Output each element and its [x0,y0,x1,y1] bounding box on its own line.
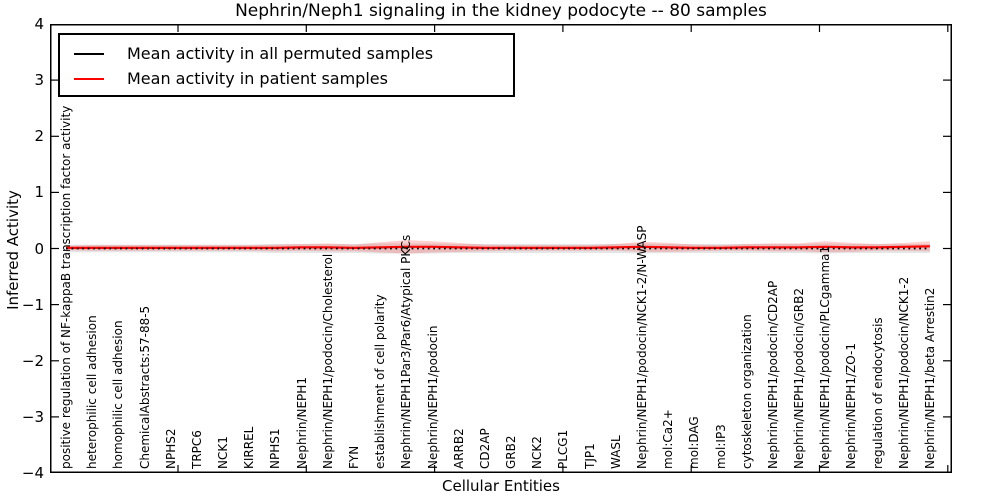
legend-entry-permuted: Mean activity in all permuted samples [60,42,513,66]
legend-label: Mean activity in patient samples [127,69,388,88]
legend-box: Mean activity in all permuted samples Me… [58,33,515,97]
x-tick-label: NPHS1 [268,428,283,470]
x-tick-label: regulation of endocytosis [870,317,885,469]
x-tick-label: Nephrin/NEPH1/podocin [425,325,440,469]
legend-line-sample-black [74,53,104,55]
plot-area [50,24,952,473]
y-tick-label: 0 [34,239,44,258]
x-tick-label: Nephrin/NEPH1/ZO-1 [844,343,859,469]
x-tick-label: mol:DAG [687,416,702,469]
axes-frame [50,24,952,473]
x-tick-label: ARRB2 [451,428,466,469]
x-tick-label: Nephrin/NEPH1/podocin/NCK1-2 [896,276,911,469]
x-tick-label: NPHS2 [163,428,178,470]
y-tick-label: −4 [21,464,44,482]
x-tick-label: Nephrin/NEPH1/beta Arrestin2 [922,287,937,469]
x-tick-label: Nephrin/NEPH1/podocin/PLCgamma1 [818,245,833,469]
x-tick-label: Nephrin/NEPH1/podocin/GRB2 [792,288,807,469]
legend-entry-patient: Mean activity in patient samples [60,67,513,91]
x-tick-label: Nephrin/NEPH1Par3/Par6/Atypical PKCs [399,234,414,469]
x-tick-label: ChemicalAbstracts:57-88-5 [137,305,152,469]
plot-canvas [50,24,952,473]
x-tick-label: TRPC6 [189,430,204,469]
y-tick-label: −1 [21,295,44,314]
x-tick-label: TJP1 [582,443,597,469]
x-tick-label: heterophilic cell adhesion [85,315,100,469]
x-tick-label: mol:IP3 [713,424,728,469]
y-tick-label: −2 [21,351,44,370]
x-tick-label: Nephrin/NEPH1/podocin/NCK1-2/N-WASP [634,225,649,469]
x-tick-label: FYN [346,445,361,469]
y-axis-title: Inferred Activity [4,190,22,310]
y-tick-label: 2 [34,127,44,146]
x-tick-label: Nephrin/NEPH1 [294,377,309,469]
x-tick-label: KIRREL [242,426,257,469]
x-tick-label: Nephrin/NEPH1/podocin/CD2AP [765,280,780,469]
x-tick-label: WASL [608,435,623,469]
x-axis-title: Cellular Entities [442,477,560,495]
x-tick-label: CD2AP [477,428,492,469]
x-tick-label: positive regulation of NF-kappaB transcr… [59,105,73,469]
x-tick-label: NCK1 [216,436,231,469]
x-tick-label: homophilic cell adhesion [111,320,126,469]
y-tick-label: 3 [34,71,44,90]
x-tick-label: mol:Ca2+ [661,409,676,469]
x-tick-label: establishment of cell polarity [373,294,388,469]
x-tick-label: PLCG1 [556,429,571,469]
legend-label: Mean activity in all permuted samples [127,44,434,63]
x-tick-label: cytoskeleton organization [739,314,754,469]
y-tick-label: −3 [21,407,44,426]
legend-line-sample-red [74,78,104,80]
x-tick-label: Nephrin/NEPH1/podocin/Cholesterol [320,253,335,469]
y-tick-label: 4 [34,15,44,33]
x-tick-label: NCK2 [530,436,545,469]
x-tick-label: GRB2 [504,435,519,469]
y-tick-label: 1 [34,183,44,202]
chart-title: Nephrin/Neph1 signaling in the kidney po… [235,1,767,21]
